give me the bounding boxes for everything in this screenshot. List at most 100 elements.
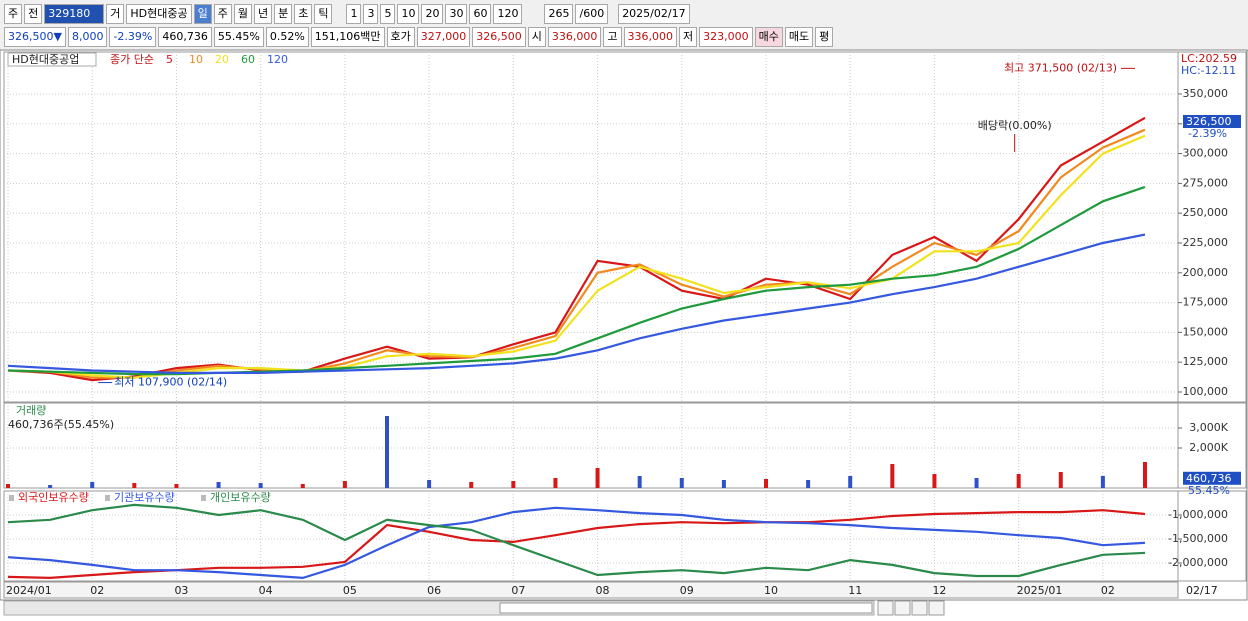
- toolbar-item[interactable]: 8,000: [67, 27, 108, 47]
- x-tick-label: 04: [259, 584, 273, 597]
- toolbar-item[interactable]: 120: [493, 4, 523, 24]
- x-tick-label: 12: [932, 584, 946, 597]
- y-tick-label: 150,000: [1183, 325, 1229, 338]
- bar: [90, 482, 95, 488]
- legend-item: 60: [241, 53, 255, 66]
- toolbar-item[interactable]: 151,106백만: [310, 27, 385, 47]
- scroll-button[interactable]: [928, 600, 945, 616]
- toolbar-item[interactable]: 336,000: [547, 27, 602, 47]
- y-tick-label: 350,000: [1183, 87, 1229, 100]
- y-tick-label: 275,000: [1183, 176, 1229, 189]
- x-tick-label: 10: [764, 584, 778, 597]
- x-axis-band: [3, 581, 1179, 599]
- toolbar-item[interactable]: 월: [233, 4, 252, 24]
- toolbar-item[interactable]: 매수: [754, 27, 783, 47]
- bar: [385, 416, 389, 488]
- y-tick-label: -1,000,000: [1168, 508, 1228, 521]
- bar: [511, 481, 516, 488]
- bar: [174, 484, 179, 488]
- scroll-button[interactable]: [894, 600, 911, 616]
- toolbar-item[interactable]: 평: [815, 27, 834, 47]
- toolbar-item[interactable]: 336,000: [623, 27, 678, 47]
- toolbar-item[interactable]: -2.39%: [109, 27, 157, 47]
- toolbar-item[interactable]: HD현대중공: [126, 4, 192, 24]
- toolbar-item[interactable]: 60: [469, 4, 492, 24]
- toolbar-item[interactable]: 일: [193, 4, 212, 24]
- toolbar-item[interactable]: 시: [527, 27, 546, 47]
- toolbar-item[interactable]: /600: [575, 4, 609, 24]
- series-line: [7, 509, 1146, 580]
- scroll-button[interactable]: [877, 600, 894, 616]
- bar: [469, 482, 474, 488]
- x-tick-label: 08: [596, 584, 610, 597]
- series-line: [7, 128, 1146, 379]
- series-line: [7, 503, 1146, 578]
- toolbar-item[interactable]: 거: [106, 4, 125, 24]
- y-tick-label: 225,000: [1183, 236, 1229, 249]
- toolbar-item[interactable]: 329180: [44, 4, 105, 24]
- bar: [258, 483, 263, 488]
- legend-swatch: [105, 495, 110, 501]
- toolbar-item[interactable]: 460,736: [158, 27, 212, 47]
- bar: [1058, 472, 1063, 488]
- toolbar-item[interactable]: 매도: [784, 27, 814, 47]
- toolbar-item[interactable]: 전: [24, 4, 43, 24]
- toolbar-item[interactable]: 327,000: [416, 27, 471, 47]
- bar: [1143, 462, 1147, 488]
- toolbar-item[interactable]: 고: [603, 27, 622, 47]
- legend-item: 외국인보유수량: [18, 491, 89, 504]
- scroll-thumb[interactable]: [499, 602, 873, 614]
- toolbar-item[interactable]: 2025/02/17: [618, 4, 690, 24]
- bar: [721, 480, 726, 488]
- toolbar-item[interactable]: 0.52%: [265, 27, 309, 47]
- y-tick-label: 200,000: [1183, 266, 1229, 279]
- current-volume-box: [1183, 471, 1241, 485]
- toolbar-item[interactable]: 1: [346, 4, 362, 24]
- info-row: 326,500▼ 8,000 -2.39% 460,736 55.45% 0.52% 151…: [4, 27, 834, 47]
- y-tick-label: 175,000: [1183, 296, 1229, 309]
- low-label: 최저 107,900 (02/14): [114, 376, 227, 389]
- bar: [1016, 474, 1021, 488]
- toolbar-item[interactable]: 326,500▼: [4, 27, 66, 47]
- toolbar-item[interactable]: 20: [421, 4, 444, 24]
- legend-item: 120: [267, 53, 288, 66]
- toolbar-item[interactable]: 주: [213, 4, 232, 24]
- x-tick-label: 09: [680, 584, 694, 597]
- toolbar-item[interactable]: 3: [363, 4, 379, 24]
- toolbar-item[interactable]: 5: [380, 4, 396, 24]
- toolbar-item[interactable]: 323,000: [699, 27, 753, 47]
- chart-title: HD현대중공업: [12, 53, 79, 66]
- bar: [848, 476, 853, 488]
- toolbar-item[interactable]: 틱: [314, 4, 333, 24]
- y-tick-label: 250,000: [1183, 206, 1229, 219]
- toolbar-item[interactable]: 초: [294, 4, 313, 24]
- change-label: -2.39%: [1188, 127, 1227, 140]
- title-box: [7, 52, 97, 67]
- scroll-button[interactable]: [911, 600, 928, 616]
- legend-swatch: [9, 495, 14, 501]
- toolbar-item[interactable]: 주: [4, 4, 23, 24]
- toolbar-item[interactable]: 265: [544, 4, 574, 24]
- toolbar-item[interactable]: 년: [253, 4, 273, 24]
- series-line: [7, 506, 1146, 580]
- bar: [806, 480, 811, 488]
- x-tick-label: 02: [90, 584, 104, 597]
- toolbar-item[interactable]: 호가: [386, 27, 415, 47]
- lc-label: LC:202.59: [1181, 52, 1237, 65]
- toolbar-item[interactable]: 30: [445, 4, 468, 24]
- y-tick-label: 3,000K: [1189, 421, 1228, 434]
- toolbar-item[interactable]: 분: [274, 4, 293, 24]
- toolbar-item[interactable]: 저: [679, 27, 698, 47]
- toolbar-row: 주 전 329180 거 HD현대중공 일 주 월 년 분 초 틱 1 3 5 10 20 30 60 120 265/…: [4, 4, 690, 24]
- y-tick-label: 100,000: [1183, 385, 1229, 398]
- hc-label: HC:-12.11: [1181, 64, 1236, 77]
- high-label: 최고 371,500 (02/13): [1004, 61, 1117, 74]
- x-tick-label: 06: [427, 584, 441, 597]
- toolbar-item[interactable]: 326,500: [472, 27, 526, 47]
- current-price-box: [1183, 114, 1241, 128]
- toolbar-item[interactable]: 10: [397, 4, 420, 24]
- series-line: [7, 134, 1146, 379]
- toolbar-item[interactable]: 55.45%: [213, 27, 264, 47]
- panel-subtitle: 460,736주(55.45%): [8, 418, 114, 431]
